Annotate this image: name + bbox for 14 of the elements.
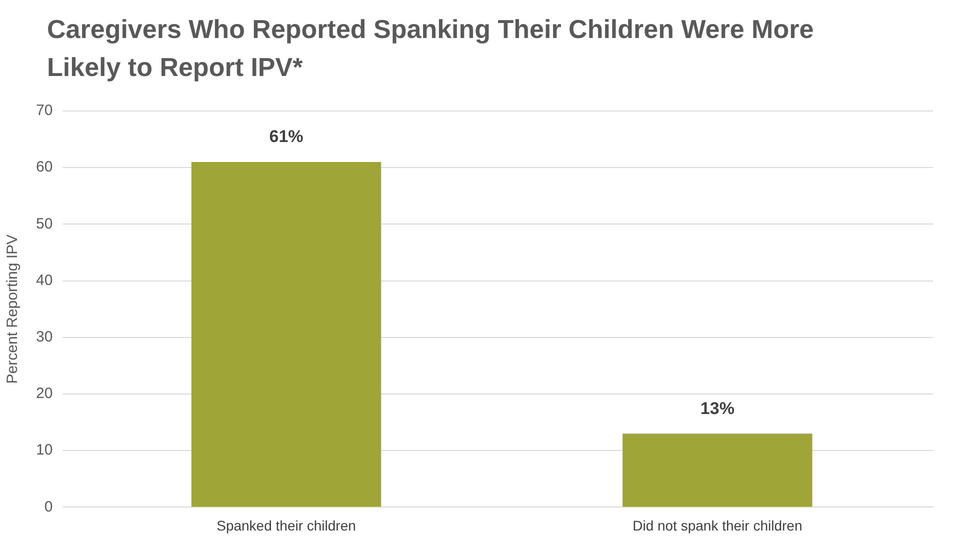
y-tick-label: 20 <box>36 385 53 402</box>
y-tick-label: 0 <box>44 498 53 516</box>
y-axis-title: Percent Reporting IPV <box>4 234 22 384</box>
y-tick-label: 30 <box>36 328 53 346</box>
y-tick-label: 50 <box>36 215 53 232</box>
data-label: 13% <box>700 398 734 418</box>
y-tick-label: 40 <box>36 272 53 289</box>
y-tick-label: 70 <box>36 102 53 120</box>
data-label: 61% <box>269 127 304 146</box>
y-tick-label: 60 <box>36 158 53 176</box>
y-tick-label: 10 <box>36 442 53 459</box>
x-tick-label: Spanked their children <box>216 517 356 534</box>
chart-title: Caregivers Who Reported Spanking Their Children Were More Likely to Report IPV* <box>46 13 815 84</box>
x-tick-label: Did not spank their children <box>632 517 802 534</box>
